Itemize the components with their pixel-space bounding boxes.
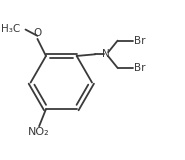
Text: Br: Br [134, 36, 145, 46]
Text: H₃C: H₃C [1, 24, 20, 34]
Text: NO₂: NO₂ [28, 127, 50, 137]
Text: N: N [102, 49, 110, 59]
Text: Br: Br [134, 63, 145, 73]
Text: O: O [33, 28, 42, 38]
